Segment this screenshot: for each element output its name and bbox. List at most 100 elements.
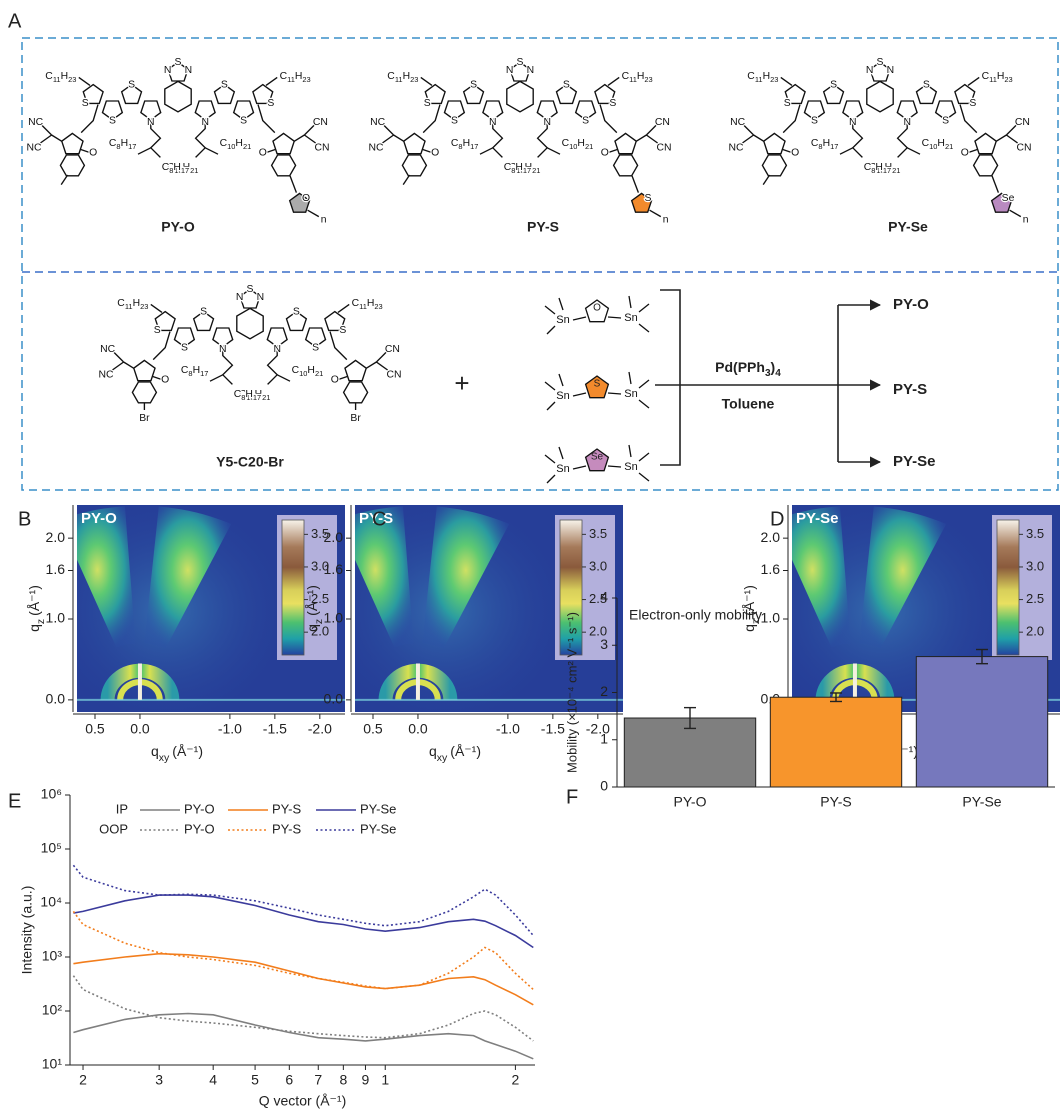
atom-label: CN — [313, 117, 328, 128]
bond — [573, 393, 586, 396]
bond — [423, 105, 440, 133]
ring — [345, 360, 366, 380]
bond — [403, 175, 409, 185]
bond — [42, 125, 52, 135]
substituent-label: C11H23 — [45, 71, 76, 85]
atom-label: NC — [100, 344, 116, 355]
y-tick-label: 10⁴ — [40, 894, 62, 910]
atom-label: Sn — [624, 312, 637, 324]
bond — [629, 445, 631, 457]
x-tick-label: 0.0 — [130, 721, 150, 737]
molecule: SNNC11H23C8H17C10H21NCNCONSSSBrC11H23C10… — [98, 284, 401, 424]
axis-label-part: z — [313, 619, 325, 624]
atom-label: S — [424, 98, 431, 109]
x-tick-label: -1.5 — [263, 721, 287, 737]
atom-label: N — [903, 117, 911, 128]
atom-label: CN — [314, 143, 329, 154]
bond — [290, 176, 296, 193]
figure: A PY-O PY-S PY-Se Y5-C20-Br + Pd(PPh3)4 … — [0, 0, 1061, 1114]
axis-label-part: (Å⁻¹) — [172, 743, 203, 759]
ring — [132, 382, 156, 403]
atom-label: CN — [386, 370, 401, 381]
bond — [639, 304, 649, 312]
product-label: PY-S — [893, 381, 927, 398]
y-axis-label: Mobility (×10⁻⁴ cm² V⁻¹ s⁻¹) — [564, 612, 579, 773]
atom-label: S — [830, 79, 837, 90]
colorbar-tick-label: 3.0 — [1026, 558, 1044, 573]
atom-label: O — [161, 374, 169, 385]
x-tick-label: 3 — [155, 1072, 163, 1088]
atom-label: CN — [385, 344, 400, 355]
ring — [62, 133, 83, 153]
x-tick-label: 8 — [339, 1072, 347, 1088]
axis-label-part: xy — [437, 752, 448, 764]
specular-streak — [853, 663, 857, 699]
substituent-label: C8H17 — [109, 138, 137, 152]
x-tick-label: 1 — [381, 1072, 389, 1088]
atom-label: S — [784, 98, 791, 109]
x-tick-label: -1.0 — [496, 721, 520, 737]
bond — [639, 453, 649, 461]
product-label: PY-S — [527, 219, 559, 235]
atom-label: CN — [1016, 143, 1031, 154]
x-tick-label: 5 — [251, 1072, 259, 1088]
bond — [559, 374, 563, 386]
bond — [547, 475, 555, 483]
substituent-label: C8H17 — [811, 138, 839, 152]
substituent-label: C11H23 — [622, 71, 653, 85]
tin-reagent: OSnSn — [545, 296, 649, 334]
product-label: PY-Se — [893, 453, 936, 470]
atom-label: NC — [368, 143, 384, 154]
atom-label: O — [601, 147, 609, 158]
bond — [639, 400, 649, 408]
y-tick-label: 10¹ — [42, 1056, 63, 1072]
atom-label: S — [451, 115, 458, 126]
legend-label: PY-O — [184, 801, 215, 816]
atom-label: n — [1023, 215, 1029, 226]
legend-label: PY-S — [272, 801, 301, 816]
legend-label: PY-O — [184, 821, 215, 836]
y-tick-label: 3 — [600, 636, 608, 652]
y-axis-label: Intensity (a.u.) — [19, 886, 35, 975]
product-label: PY-O — [893, 296, 929, 313]
specular-streak — [138, 663, 142, 699]
bond — [205, 148, 218, 154]
atom-label: N — [273, 344, 281, 355]
bond — [547, 326, 555, 334]
atom-label: S — [877, 57, 884, 68]
atom-label: N — [506, 65, 514, 76]
ring — [134, 360, 155, 380]
atom-label: N — [489, 117, 497, 128]
ring — [867, 81, 893, 111]
colorbar-tick-label: 2.5 — [1026, 591, 1044, 606]
bond — [608, 149, 618, 152]
atom-label: S — [811, 115, 818, 126]
atom-label: S — [240, 115, 247, 126]
bond — [742, 135, 753, 143]
atom-label: N — [219, 344, 227, 355]
legend-label: PY-S — [272, 821, 301, 836]
bond — [151, 304, 162, 312]
bond — [81, 105, 98, 133]
colorbar-tick-label: 3.5 — [1026, 526, 1044, 541]
legend-label: PY-Se — [360, 821, 396, 836]
data-line — [73, 954, 533, 1005]
atom-label: Se — [591, 452, 604, 463]
bond — [573, 466, 586, 469]
ring — [764, 133, 785, 153]
atom-label: Sn — [556, 390, 569, 402]
annotation: Electron-only mobility — [629, 607, 762, 623]
bond — [754, 135, 764, 141]
atom-label: S — [594, 379, 601, 390]
axis-label-part: q — [26, 624, 42, 632]
substituent-label: C11H23 — [387, 71, 418, 85]
y-tick-label: 10⁶ — [41, 786, 62, 802]
atom-label: N — [887, 65, 895, 76]
bond — [781, 77, 792, 85]
atom-label: N — [257, 292, 265, 303]
x-tick-label: 4 — [209, 1072, 217, 1088]
x-tick-label: 6 — [285, 1072, 293, 1088]
bond — [153, 332, 170, 360]
bond — [559, 298, 563, 310]
atom-label: Br — [139, 413, 150, 424]
